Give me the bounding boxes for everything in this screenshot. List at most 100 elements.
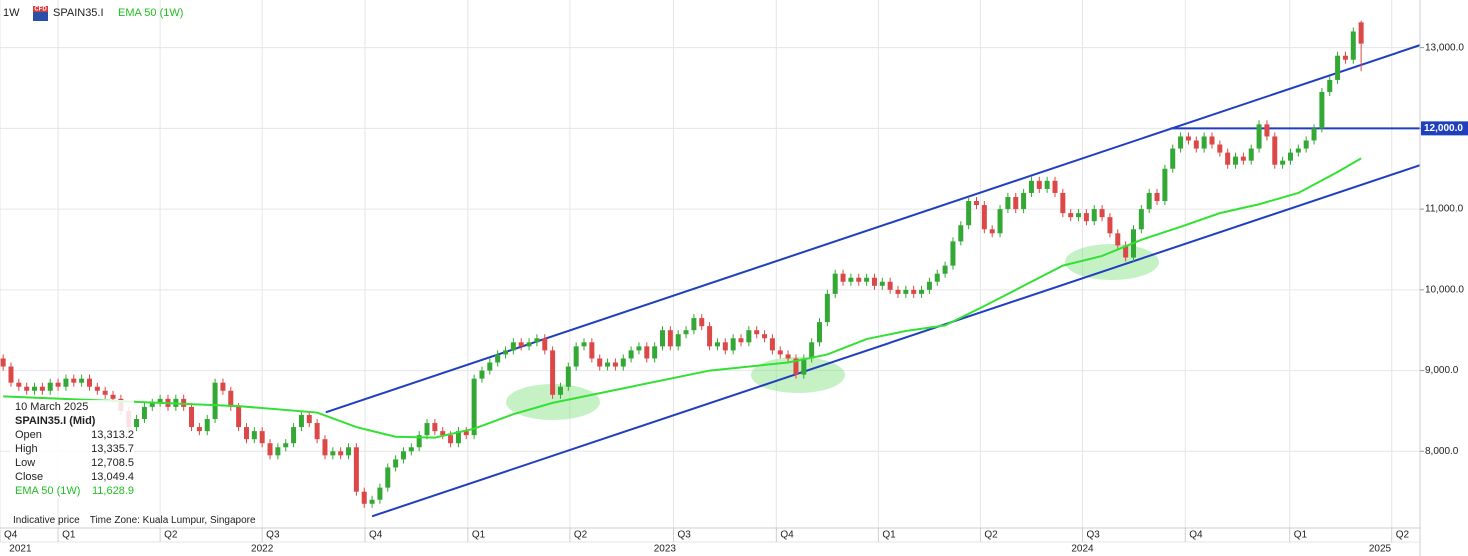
candle-body: [989, 229, 995, 234]
candle-body: [801, 358, 807, 375]
y-tick-label: 8,000.0: [1425, 446, 1459, 457]
candle-body: [424, 423, 430, 436]
candle-body: [1350, 31, 1356, 60]
candle-body: [1311, 128, 1317, 141]
candle-body: [1280, 160, 1286, 165]
level-label-box: [1421, 121, 1468, 136]
note: Indicative price: [13, 515, 80, 526]
candle-body: [722, 342, 728, 351]
candle-body: [267, 443, 273, 456]
x-tick-label: Q2: [164, 530, 178, 541]
candle-body: [1123, 245, 1129, 258]
x-tick-label: Q2: [1396, 530, 1410, 541]
candle-body: [895, 289, 901, 294]
candle-body: [777, 350, 783, 355]
indicator-name: EMA 50 (1W): [118, 7, 183, 19]
candle-body: [573, 346, 579, 367]
candle-body: [1146, 192, 1152, 210]
marks: [0, 20, 1421, 518]
candle-body: [212, 382, 218, 420]
candle-body: [1358, 22, 1364, 44]
year-label: 2024: [1071, 544, 1094, 555]
candle-body: [667, 330, 673, 347]
candle-body: [1287, 152, 1293, 161]
trend-line: [371, 164, 1421, 518]
candle-body: [463, 431, 469, 436]
x-tick-label: Q1: [882, 530, 896, 541]
candle-body: [785, 354, 791, 359]
candle-body: [1193, 140, 1199, 149]
candle-body: [754, 330, 760, 335]
candle-body: [605, 362, 611, 367]
candle-body: [762, 334, 768, 339]
tooltip-value: 13,335.7: [91, 443, 134, 455]
candle-body: [1240, 156, 1246, 161]
tooltip-value: 11,628.9: [91, 485, 134, 497]
candle-body: [981, 205, 987, 230]
candle-body: [346, 447, 352, 456]
candle-body: [840, 273, 846, 282]
candle-body: [479, 370, 485, 379]
candle-body: [1201, 136, 1207, 149]
candle-body: [369, 499, 375, 504]
candle-body: [620, 358, 626, 367]
axes: 8,000.0 9,000.0 10,000.0 11,000.0 12,000.0 13…: [0, 42, 1468, 555]
candle-body: [385, 467, 391, 488]
candle-body: [958, 225, 964, 242]
candle-body: [848, 277, 854, 282]
candle-body: [942, 265, 948, 274]
candle-body: [612, 362, 618, 367]
candle-body: [1327, 79, 1333, 93]
candle-body: [1083, 213, 1089, 222]
candle-body: [149, 402, 155, 407]
candle-body: [440, 431, 446, 436]
candle-body: [1248, 148, 1254, 161]
tooltip-label: Low: [15, 457, 36, 469]
candle-body: [1154, 192, 1160, 202]
candle-body: [283, 443, 289, 448]
candle-body: [55, 382, 61, 387]
x-tick-label: Q4: [780, 530, 794, 541]
x-tick-label: Q2: [574, 530, 588, 541]
candle-body: [1021, 192, 1027, 210]
candle-body: [393, 459, 399, 468]
candle-body: [455, 431, 461, 444]
candle-body: [534, 338, 540, 343]
timeframe: 1W: [3, 7, 20, 19]
candle-body: [1005, 196, 1011, 210]
candle-body: [432, 423, 438, 432]
candle-body: [1099, 209, 1105, 218]
candle-body: [251, 431, 257, 440]
candle-body: [557, 386, 563, 395]
trend-line: [325, 44, 1421, 414]
candle-body: [832, 273, 838, 294]
candle-body: [204, 419, 210, 432]
candle-body: [542, 338, 548, 351]
candle-body: [1178, 136, 1184, 149]
x-tick-label: Q3: [1086, 530, 1100, 541]
candle-body: [1303, 140, 1309, 149]
tooltip: 10 March 2025 SPAIN35.I (Mid) Open 13,313…: [10, 400, 256, 526]
candle-body: [353, 447, 359, 492]
tooltip-row: Low 12,708.5: [10, 456, 134, 470]
tooltip-rows: Open 13,313.2 High 13,335.7 Low 12,708.5 Close…: [10, 428, 134, 484]
candle-body: [220, 382, 226, 391]
candle-body: [314, 423, 320, 440]
y-tick-label: 11,000.0: [1425, 204, 1464, 215]
tooltip-instrument: SPAIN35.I (Mid): [15, 415, 96, 427]
candle-body: [864, 277, 870, 282]
candle-body: [707, 326, 713, 347]
candle-body: [86, 378, 92, 387]
candle-body: [950, 241, 956, 266]
candle-body: [1256, 124, 1262, 149]
year-label: 2022: [251, 544, 274, 555]
candle-body: [714, 342, 720, 347]
candle-body: [903, 289, 909, 294]
candle-body: [1209, 136, 1215, 145]
candle-body: [400, 451, 406, 460]
tooltip-label: High: [15, 443, 38, 455]
x-tick-label: Q2: [984, 530, 998, 541]
tooltip-value: 13,049.4: [91, 471, 134, 483]
candle-body: [738, 338, 744, 343]
